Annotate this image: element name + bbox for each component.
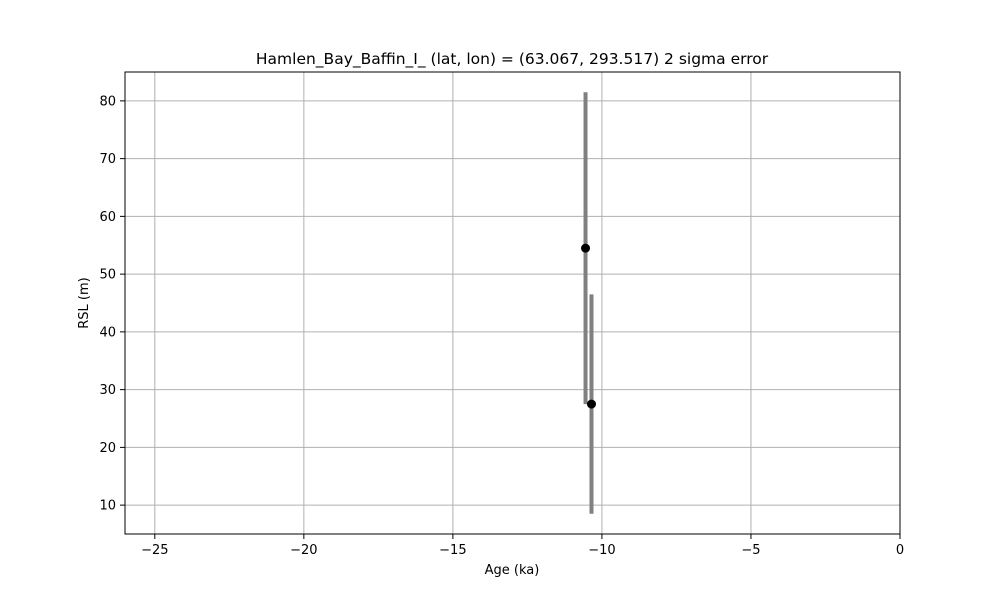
y-tick-label: 40 xyxy=(99,325,116,340)
x-tick-label: −25 xyxy=(141,543,168,558)
plot-frame xyxy=(124,71,901,535)
data-point xyxy=(586,399,596,409)
data-point xyxy=(581,243,591,253)
y-tick-label: 70 xyxy=(99,152,116,167)
x-tick-label: −5 xyxy=(741,543,760,558)
y-tick-label: 20 xyxy=(99,441,116,456)
x-tick-label: −20 xyxy=(290,543,317,558)
x-tick-label: 0 xyxy=(896,543,904,558)
y-tick-label: 50 xyxy=(99,268,116,283)
y-axis-ticks: 10 20 30 40 50 60 70 80 xyxy=(99,94,125,514)
y-axis-label: RSL (m) xyxy=(77,277,92,328)
data-point-layer xyxy=(581,243,596,409)
x-tick-label: −15 xyxy=(439,543,466,558)
chart-title: Hamlen_Bay_Baffin_I_ (lat, lon) = (63.06… xyxy=(256,50,769,69)
x-axis-ticks: −25 −20 −15 −10 −5 0 xyxy=(141,534,904,558)
y-tick-label: 80 xyxy=(99,94,116,109)
x-axis-label: Age (ka) xyxy=(485,563,540,578)
x-tick-label: −10 xyxy=(588,543,615,558)
y-tick-label: 10 xyxy=(99,499,116,514)
y-tick-label: 30 xyxy=(99,383,116,398)
y-tick-label: 60 xyxy=(99,210,116,225)
